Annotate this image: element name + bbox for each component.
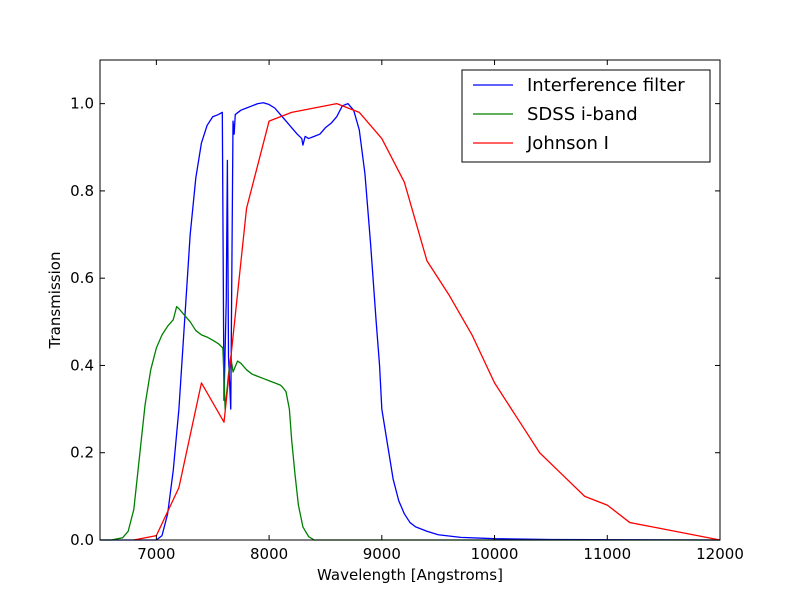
y-axis-label: Transmission xyxy=(46,252,64,350)
x-axis-label: Wavelength [Angstroms] xyxy=(317,566,503,584)
y-tick-label: 0.6 xyxy=(70,269,94,287)
y-tick-label: 0.2 xyxy=(70,444,94,462)
series-layer xyxy=(100,102,721,541)
series-line-1 xyxy=(100,102,721,541)
plot-frame xyxy=(99,59,721,541)
x-tick-label: 8000 xyxy=(250,545,288,563)
x-tick-label: 12000 xyxy=(696,545,744,563)
legend-label-1: Interference filter xyxy=(527,75,685,96)
legend: Interference filter SDSS i-band Johnson I xyxy=(461,69,711,163)
series-line-3 xyxy=(133,102,721,541)
legend-label-3: Johnson I xyxy=(526,133,609,154)
y-tick-label: 0.8 xyxy=(70,182,94,200)
x-tick-label: 7000 xyxy=(137,545,175,563)
x-tick-label: 10000 xyxy=(471,545,519,563)
y-tick-label: 0.0 xyxy=(70,531,94,549)
ticks-layer: 7000 8000 9000 10000 11000 12000 0.0 0.2 0.4 0.6 0… xyxy=(70,60,744,563)
x-tick-label: 11000 xyxy=(583,545,631,563)
x-tick-label: 9000 xyxy=(363,545,401,563)
legend-label-2: SDSS i-band xyxy=(527,104,638,125)
y-tick-label: 1.0 xyxy=(70,95,94,113)
y-tick-label: 0.4 xyxy=(70,356,94,374)
